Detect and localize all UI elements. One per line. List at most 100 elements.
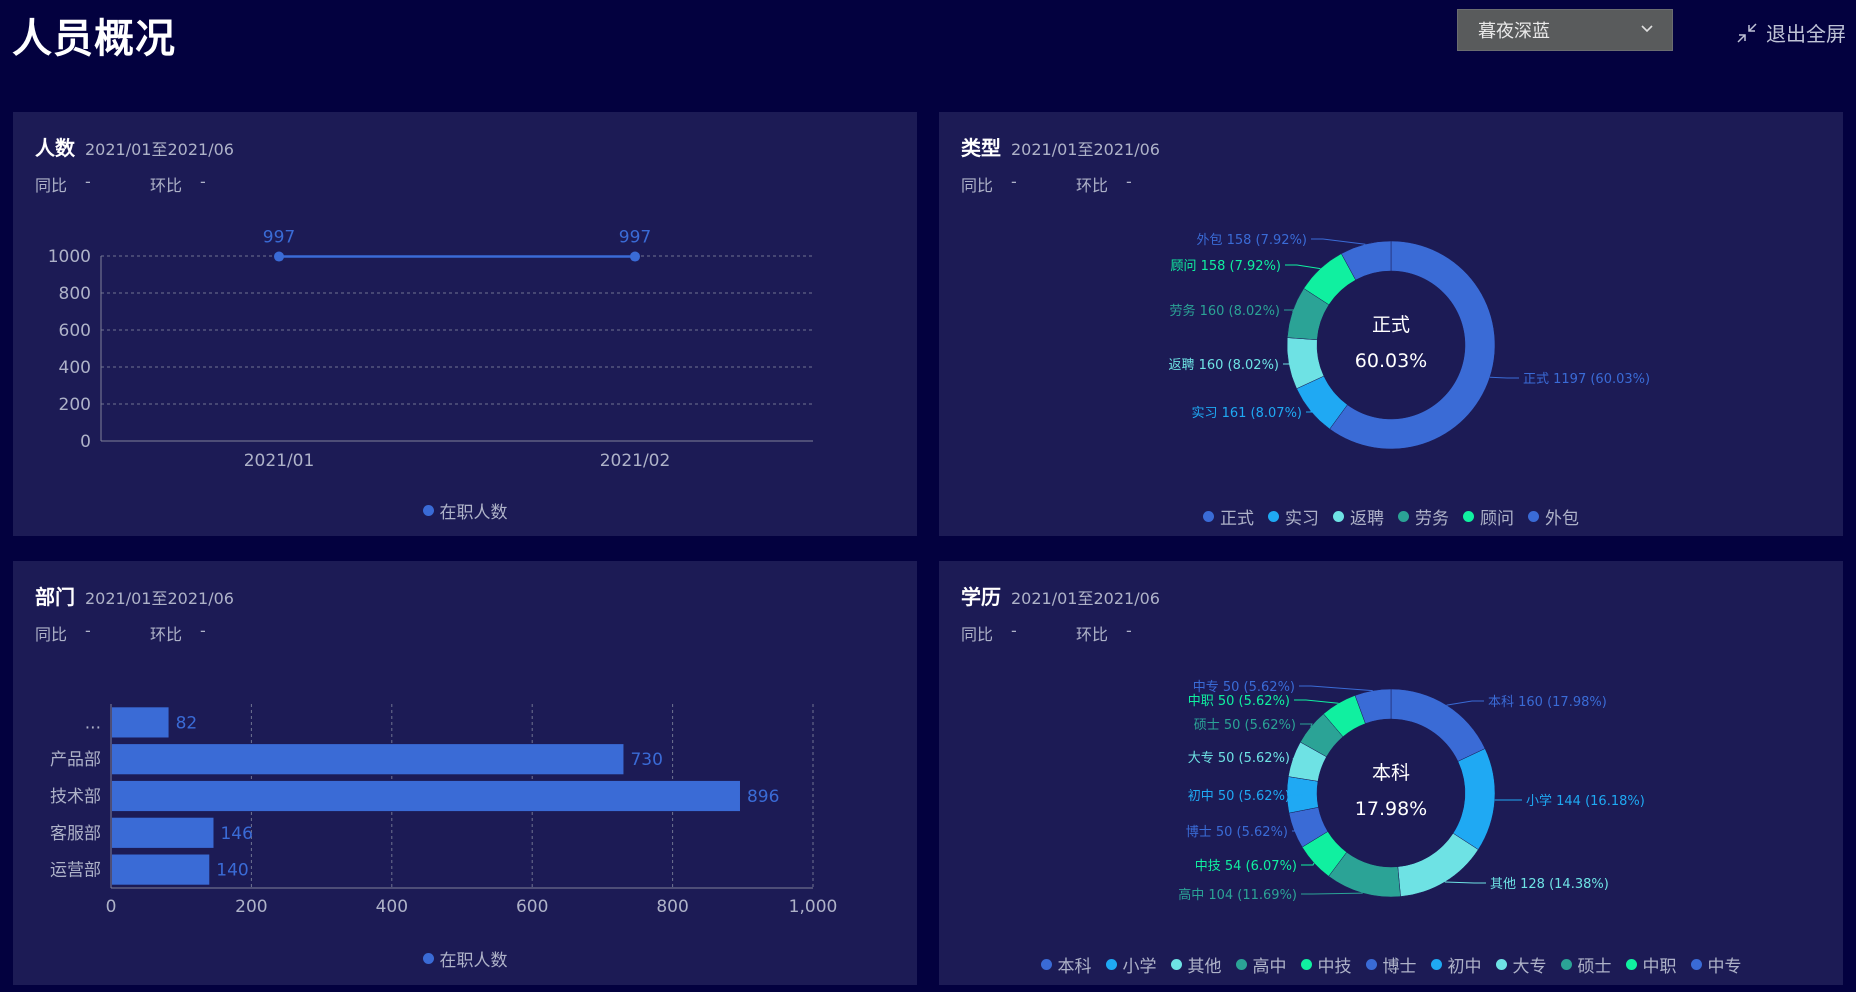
legend-item[interactable]: 返聘 (1333, 504, 1384, 529)
y-tick-label: ... (85, 713, 101, 733)
slice-label: 大专 50 (5.62%) (1188, 751, 1290, 766)
pie-slice (1390, 688, 1486, 762)
data-label: 730 (630, 750, 662, 770)
slice-leader-line (1300, 723, 1313, 728)
card-date-range: 2021/01至2021/06 (85, 589, 234, 608)
legend-marker (1203, 511, 1214, 522)
legend-item[interactable]: 中职 (1625, 952, 1677, 977)
slice-leader-line (1285, 264, 1321, 270)
card-title: 类型 (961, 136, 1001, 160)
slice-leader-line (1292, 756, 1307, 760)
slice-label: 本科 160 (17.98%) (1488, 695, 1607, 710)
legend-item[interactable]: 初中 (1430, 952, 1482, 977)
legend-item[interactable]: 硕士 (1560, 952, 1612, 977)
compare-row: 同比 - 环比 - (35, 172, 265, 196)
mom-value: - (200, 172, 206, 191)
y-tick-label: 800 (59, 284, 91, 304)
legend-marker (1463, 511, 1474, 522)
yoy-label: 同比 (35, 625, 68, 644)
legend-item[interactable]: 高中 (1235, 952, 1287, 977)
legend-item[interactable]: 外包 (1528, 504, 1579, 529)
pie-slice (1397, 832, 1479, 897)
y-tick-label: 产品部 (50, 750, 101, 770)
x-tick-label: 400 (376, 897, 408, 917)
theme-select[interactable]: 暮夜深蓝 (1457, 9, 1673, 51)
legend-label: 在职人数 (439, 951, 508, 971)
card-date-range: 2021/01至2021/06 (1011, 140, 1160, 159)
legend-item[interactable]: 本科 (1040, 952, 1092, 977)
y-tick-label: 0 (80, 432, 91, 452)
y-tick-label: 运营部 (50, 861, 101, 881)
legend-item[interactable]: 博士 (1365, 952, 1417, 977)
slice-leader-line (1284, 309, 1297, 313)
slice-leader-line (1294, 699, 1339, 704)
legend-label: 小学 (1122, 957, 1157, 977)
y-tick-label: 200 (59, 395, 91, 415)
x-tick-label: 2021/02 (600, 451, 671, 471)
page-title: 人员概况 (12, 16, 176, 62)
slice-label: 中职 50 (5.62%) (1188, 694, 1290, 709)
legend-item[interactable]: 顾问 (1463, 504, 1514, 529)
center-value: 17.98% (1355, 798, 1427, 820)
legend-item[interactable]: 大专 (1495, 952, 1547, 977)
legend-item[interactable]: 在职人数 (422, 946, 508, 971)
legend-marker (1040, 959, 1052, 970)
center-label: 本科 (1372, 762, 1410, 784)
legend-marker (1365, 959, 1377, 970)
card-title: 学历 (961, 585, 1001, 609)
pie-slice (1340, 240, 1392, 281)
mom-label: 环比 (150, 176, 183, 195)
slice-label: 其他 128 (14.38%) (1490, 877, 1609, 892)
exit-fullscreen-button[interactable]: 退出全屏 (1736, 18, 1846, 47)
slice-leader-line (1299, 685, 1373, 692)
legend-marker (1235, 959, 1247, 970)
pie-slice (1329, 240, 1496, 450)
compare-row: 同比 - 环比 - (961, 621, 1191, 645)
bar (112, 854, 210, 885)
slice-label: 博士 50 (5.62%) (1186, 825, 1288, 840)
legend-item[interactable]: 实习 (1268, 504, 1319, 529)
slice-label: 中技 54 (6.07%) (1195, 859, 1297, 874)
data-label: 140 (216, 861, 248, 881)
legend-marker (1528, 511, 1539, 522)
card-title: 部门 (35, 585, 75, 609)
legend-marker (1398, 511, 1409, 522)
legend-item[interactable]: 正式 (1203, 504, 1254, 529)
legend-marker (1690, 959, 1702, 970)
legend-item[interactable]: 中技 (1300, 952, 1352, 977)
legend-label: 顾问 (1480, 509, 1514, 529)
legend-item[interactable]: 中专 (1690, 952, 1742, 977)
legend-item[interactable]: 小学 (1105, 952, 1157, 977)
x-tick-label: 600 (516, 897, 548, 917)
legend-marker (1430, 959, 1442, 970)
yoy-value: - (85, 172, 91, 191)
slice-label: 中专 50 (5.62%) (1193, 680, 1295, 695)
legend-label: 博士 (1382, 957, 1417, 977)
x-tick-label: 2021/01 (244, 451, 315, 471)
yoy-value: - (1011, 172, 1017, 191)
legend-item[interactable]: 劳务 (1398, 504, 1449, 529)
theme-select-value: 暮夜深蓝 (1478, 21, 1550, 42)
exit-fullscreen-icon (1737, 22, 1757, 43)
mom-label: 环比 (1076, 176, 1109, 195)
y-tick-label: 1000 (48, 247, 91, 267)
mom-label: 环比 (1076, 625, 1109, 644)
data-label: 997 (263, 228, 295, 248)
slice-label: 初中 50 (5.62%) (1188, 789, 1290, 804)
headcount-card: 人数 2021/01至2021/06 同比 - 环比 - 0 200 400 600 800… (13, 112, 917, 536)
y-tick-label: 400 (59, 358, 91, 378)
legend-label: 大专 (1512, 957, 1547, 977)
legend-item[interactable]: 其他 (1170, 952, 1222, 977)
legend-marker (1268, 511, 1279, 522)
slice-label: 实习 161 (8.07%) (1191, 406, 1302, 421)
center-value: 60.03% (1355, 350, 1427, 372)
legend-label: 本科 (1057, 957, 1092, 977)
headcount-line-chart: 0 200 400 600 800 1000 2021/01 2021/02 997 997 (48, 228, 813, 471)
x-tick-label: 200 (235, 897, 267, 917)
legend-item[interactable]: 在职人数 (422, 498, 508, 523)
legend-label: 硕士 (1577, 957, 1612, 977)
legend-marker (1495, 959, 1507, 970)
legend-label: 正式 (1220, 509, 1254, 529)
legend-label: 中技 (1317, 957, 1352, 977)
bar (112, 780, 740, 812)
